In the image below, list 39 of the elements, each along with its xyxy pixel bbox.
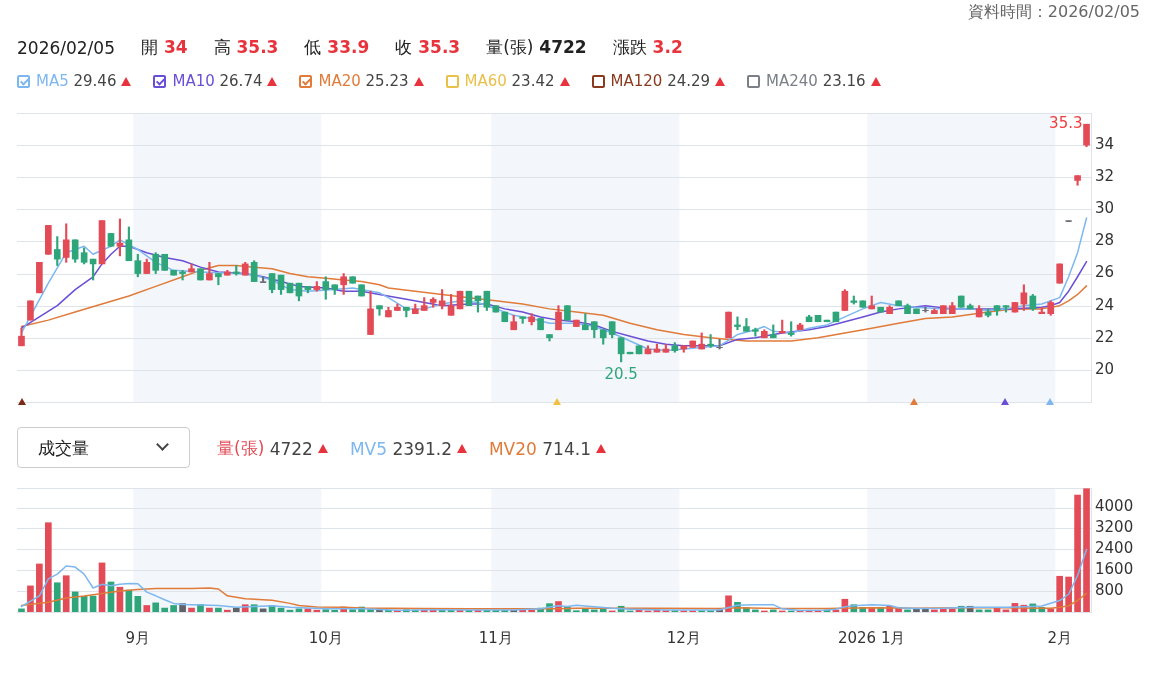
y-tick-label: 800 — [1095, 581, 1124, 600]
text: 資料時間：2026/02/05 — [967, 2, 1140, 23]
y-tick-label: 22 — [1095, 327, 1115, 346]
y-tick-label: 2400 — [1095, 539, 1134, 558]
x-tick-label: 2026 1月 — [837, 628, 906, 647]
x-tick-label: 9月 — [125, 628, 151, 647]
y-tick-label: 24 — [1095, 295, 1115, 314]
x-tick-label: 12月 — [666, 628, 701, 647]
y-tick-label: 20 — [1095, 359, 1115, 378]
y-tick-label: 34 — [1095, 135, 1115, 153]
x-tick-label: 11月 — [478, 628, 513, 647]
x-tick-label: 2月 — [1047, 628, 1072, 647]
dropdown-select: 成交量 — [17, 427, 190, 468]
legend-label: MA240 23.16 — [766, 72, 866, 90]
annotation: 20.5 — [604, 365, 638, 384]
y-tick-label: 30 — [1095, 199, 1115, 218]
legend-label: MA10 26.74 — [172, 72, 263, 90]
y-tick-label: 32 — [1095, 167, 1115, 186]
text: MV20 714.1 — [488, 438, 591, 459]
legend-label: MA60 23.42 — [464, 72, 555, 90]
text: MV5 2391.2 — [349, 438, 452, 459]
text: 量(張) 4722 — [217, 437, 313, 460]
legend-label: MA20 25.23 — [318, 72, 409, 90]
text: 低 33.9 — [304, 37, 370, 57]
text: 高 35.3 — [213, 37, 279, 57]
text: 收 35.3 — [395, 37, 461, 57]
y-tick-label: 28 — [1095, 231, 1115, 250]
y-tick-label: 4000 — [1095, 497, 1134, 516]
text: 開 34 — [140, 37, 188, 57]
legend-label: MA5 29.46 — [36, 72, 117, 90]
y-tick-label: 3200 — [1095, 518, 1134, 537]
legend-label: MA120 24.29 — [610, 72, 711, 90]
text: 漲跌 3.2 — [612, 37, 683, 57]
text: 2026/02/05 — [17, 37, 115, 58]
y-tick-label: 1600 — [1095, 560, 1134, 579]
y-tick-label: 26 — [1095, 263, 1115, 282]
annotation: 35.3 — [1049, 114, 1083, 133]
x-tick-label: 10月 — [308, 628, 343, 647]
text: 量(張) 4722 — [486, 37, 587, 57]
